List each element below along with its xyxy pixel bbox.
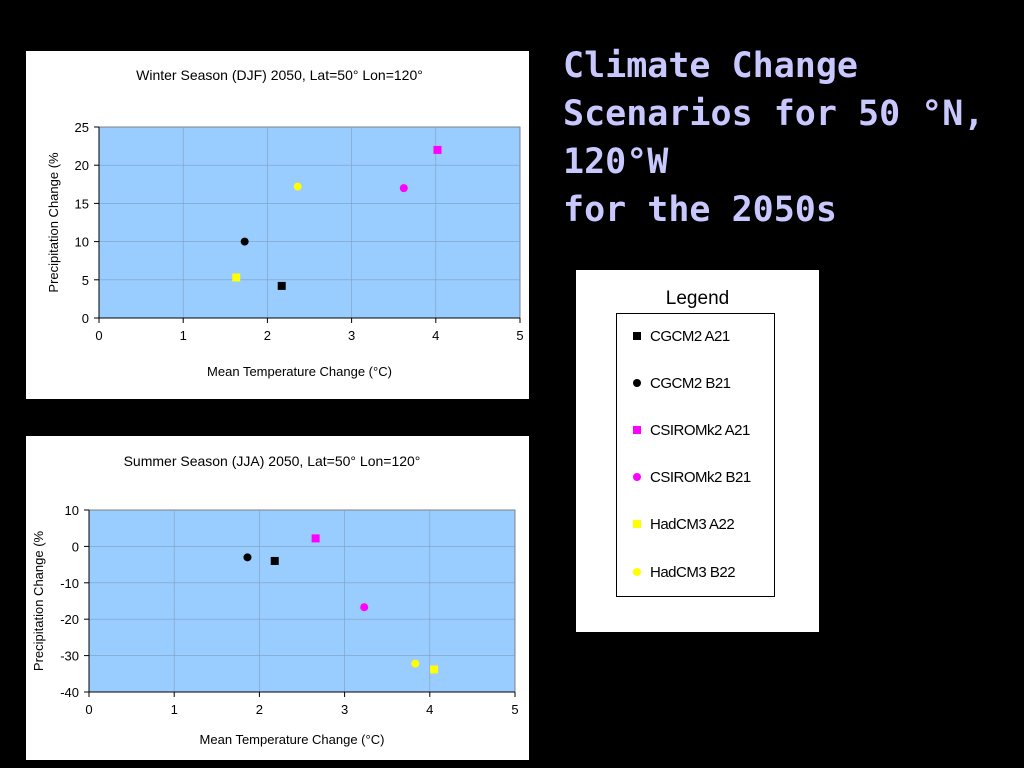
legend-item: CSIROMk2 B21 [633, 467, 751, 487]
x-tick-label: 1 [171, 702, 178, 717]
legend-item-label: CGCM2 A21 [650, 327, 730, 345]
legend-item: CGCM2 B21 [633, 373, 731, 393]
x-tick-label: 3 [348, 328, 355, 343]
legend-item: HadCM3 A22 [633, 514, 735, 534]
data-point-circle [360, 603, 369, 612]
y-axis-label: Precipitation Change (% [31, 530, 46, 671]
data-point-circle [293, 182, 302, 191]
y-tick-label: 0 [72, 539, 79, 554]
plot-area [88, 509, 516, 693]
data-point-square [433, 145, 442, 154]
legend-item: CGCM2 A21 [633, 326, 730, 346]
legend-item: CSIROMk2 A21 [633, 420, 750, 440]
data-point-square [430, 665, 439, 674]
legend-square-marker [633, 520, 641, 528]
x-tick-label: 2 [264, 328, 271, 343]
slide-title-line: Scenarios for 50 °N, [563, 94, 985, 134]
x-axis-label: Mean Temperature Change (°C) [200, 732, 385, 747]
x-tick-label: 4 [432, 328, 439, 343]
x-tick-label: 0 [85, 702, 92, 717]
data-point-circle [240, 237, 249, 246]
slide-title-line: 120°W [563, 142, 669, 182]
data-point-circle [399, 184, 408, 193]
data-point-square [311, 534, 320, 543]
x-tick-label: 1 [180, 328, 187, 343]
y-tick-label: -20 [60, 612, 79, 627]
legend-item-label: CSIROMk2 B21 [650, 468, 751, 486]
y-tick-label: -40 [60, 685, 79, 700]
legend-square-marker [633, 332, 641, 340]
y-tick-label: 10 [75, 235, 89, 250]
legend-heading: Legend [665, 288, 730, 309]
legend-item-label: CGCM2 B21 [650, 374, 731, 392]
x-tick-label: 0 [95, 328, 102, 343]
plot-area [98, 126, 521, 319]
data-point-square [232, 273, 241, 282]
data-point-circle [411, 659, 420, 668]
x-tick-label: 3 [341, 702, 348, 717]
legend-item-label: CSIROMk2 A21 [650, 421, 750, 439]
y-tick-label: -30 [60, 649, 79, 664]
slide-title-line: Climate Change [563, 46, 859, 86]
y-axis-label: Precipitation Change (% [46, 152, 61, 293]
summer-chart-panel: Summer Season (JJA) 2050, Lat=50° Lon=12… [26, 436, 529, 760]
data-point-circle [243, 553, 252, 562]
x-axis-label: Mean Temperature Change (°C) [207, 364, 392, 379]
chart-title: Summer Season (JJA) 2050, Lat=50° Lon=12… [124, 453, 421, 469]
y-tick-label: 5 [82, 273, 89, 288]
data-point-square [270, 556, 279, 565]
x-tick-label: 2 [256, 702, 263, 717]
legend-item-label: HadCM3 B22 [650, 563, 736, 581]
y-tick-label: 15 [75, 196, 89, 211]
data-point-square [277, 281, 286, 290]
legend-item: HadCM3 B22 [633, 562, 736, 582]
legend-item-label: HadCM3 A22 [650, 515, 735, 533]
x-tick-label: 5 [516, 328, 523, 343]
legend-panel: Legend CGCM2 A21 CGCM2 B21 CSIROMk2 A21 … [576, 270, 819, 632]
y-tick-label: 10 [65, 503, 79, 518]
legend-box: CGCM2 A21 CGCM2 B21 CSIROMk2 A21 CSIROMk… [616, 313, 775, 597]
x-tick-label: 4 [426, 702, 433, 717]
summer-chart: Summer Season (JJA) 2050, Lat=50° Lon=12… [31, 453, 519, 747]
chart-title: Winter Season (DJF) 2050, Lat=50° Lon=12… [136, 67, 423, 83]
legend-circle-marker [633, 379, 641, 387]
legend-square-marker [633, 426, 641, 434]
y-tick-label: -10 [60, 576, 79, 591]
slide-title: Climate Change Scenarios for 50 °N, 120°… [563, 42, 1013, 234]
legend-circle-marker [633, 568, 641, 576]
legend-circle-marker [633, 473, 641, 481]
x-tick-label: 5 [511, 702, 518, 717]
y-tick-label: 25 [75, 120, 89, 135]
y-tick-label: 20 [75, 158, 89, 173]
winter-chart-panel: Winter Season (DJF) 2050, Lat=50° Lon=12… [26, 51, 529, 399]
winter-chart: Winter Season (DJF) 2050, Lat=50° Lon=12… [46, 67, 524, 379]
slide-title-line: for the 2050s [563, 190, 837, 230]
y-tick-label: 0 [82, 311, 89, 326]
